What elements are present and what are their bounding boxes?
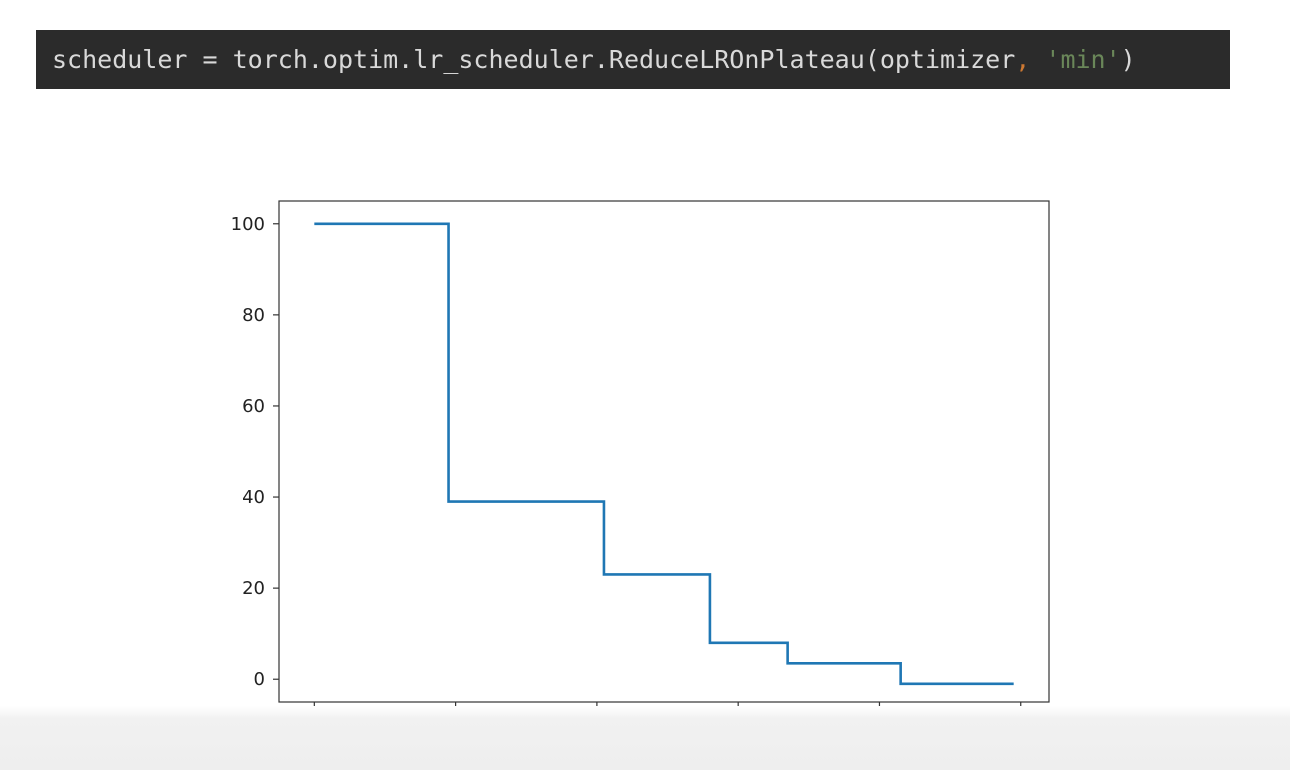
y-axis: 0 20 40 60 80 100 [231, 214, 279, 690]
plot-frame [278, 200, 1050, 703]
y-tick-label: 0 [254, 669, 265, 690]
y-tick-label: 60 [242, 396, 265, 417]
code-comma: , [1015, 45, 1031, 74]
y-tick-label: 80 [242, 305, 265, 326]
y-tick-label: 100 [231, 214, 265, 235]
code-suffix: ) [1120, 45, 1136, 74]
code-cell: scheduler = torch.optim.lr_scheduler.Red… [36, 30, 1230, 89]
series-line [314, 222, 1014, 686]
y-tick-label: 40 [242, 487, 265, 508]
code-prefix: scheduler = torch.optim.lr_scheduler.Red… [52, 45, 1016, 74]
code-string-argument: 'min' [1045, 45, 1121, 74]
video-bottom-band [0, 706, 1290, 770]
y-tick-label: 20 [242, 578, 265, 599]
